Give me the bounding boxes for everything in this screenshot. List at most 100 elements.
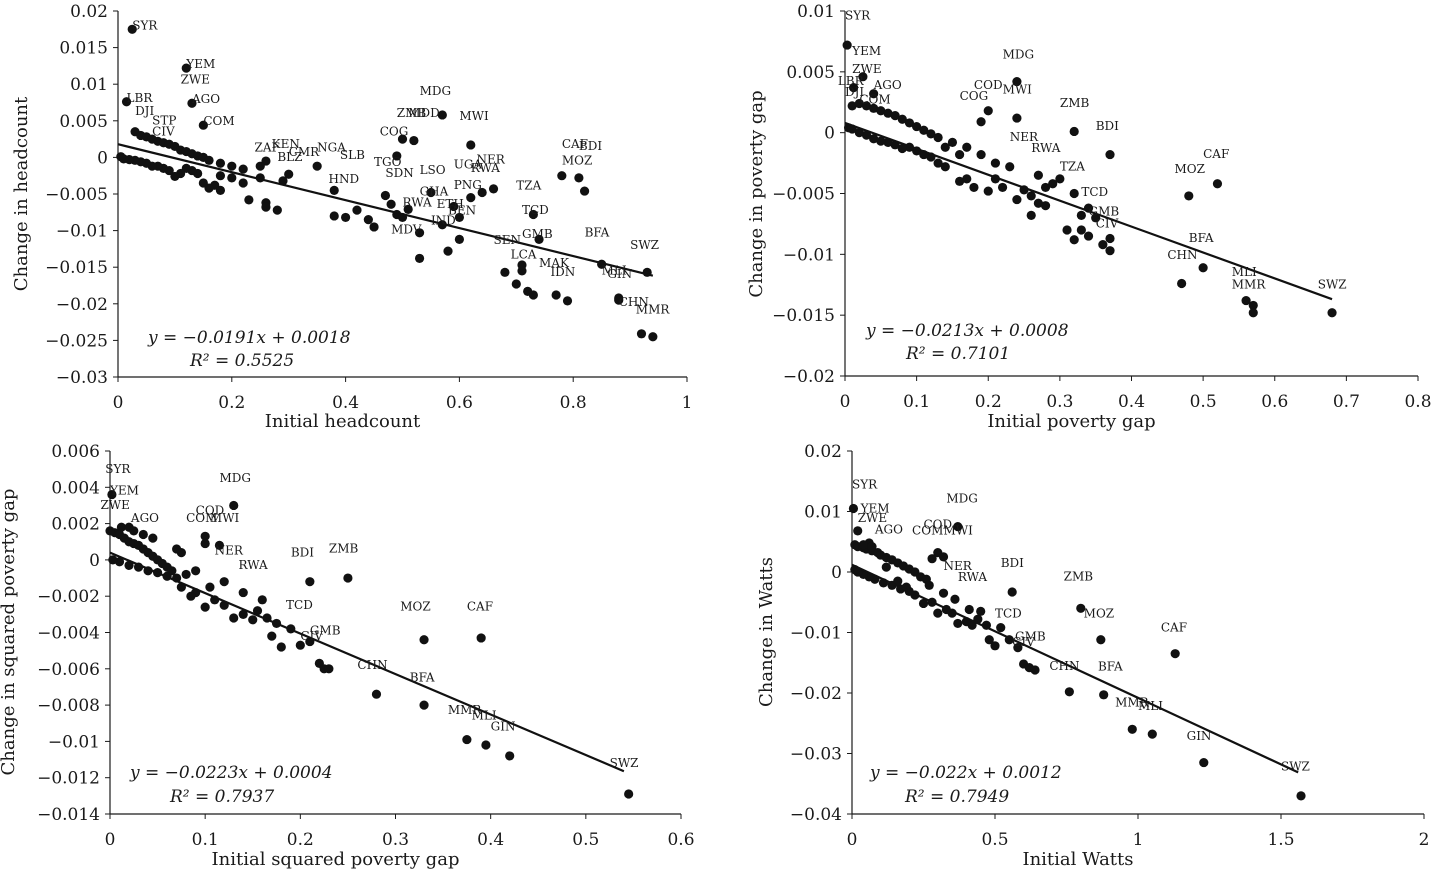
point-label: MMR bbox=[636, 302, 671, 316]
scatter-point bbox=[1248, 300, 1258, 311]
scatter-point bbox=[341, 212, 351, 223]
point-label: NER bbox=[1010, 130, 1039, 144]
scatter-point bbox=[198, 120, 208, 130]
y-tick-label: −0.015 bbox=[45, 258, 108, 278]
scatter-point bbox=[324, 664, 334, 674]
scatter-point bbox=[1069, 126, 1079, 137]
scatter-point bbox=[1105, 149, 1115, 160]
point-label: DJI bbox=[135, 104, 154, 118]
scatter-point bbox=[847, 101, 857, 111]
scatter-point bbox=[842, 40, 852, 50]
scatter-point bbox=[927, 554, 937, 564]
scatter-point bbox=[912, 121, 922, 132]
point-label: LBR bbox=[127, 91, 154, 105]
scatter-point bbox=[244, 195, 254, 205]
scatter-point bbox=[976, 117, 986, 127]
scatter-point bbox=[205, 582, 215, 592]
scatter-point bbox=[964, 604, 974, 615]
point-label: GIN bbox=[607, 267, 632, 281]
scatter-point bbox=[983, 106, 993, 116]
x-axis-title: Initial Watts bbox=[1022, 849, 1133, 870]
scatter-point bbox=[477, 187, 487, 198]
x-tick-label: 2 bbox=[1419, 830, 1430, 850]
y-tick-label: −0.02 bbox=[790, 684, 842, 704]
scatter-point bbox=[305, 577, 315, 587]
scatter-point bbox=[858, 540, 869, 550]
scatter-point bbox=[997, 182, 1008, 193]
point-label: RWA bbox=[1031, 141, 1061, 155]
scatter-point bbox=[919, 125, 929, 135]
point-label: CMR bbox=[289, 145, 320, 159]
scatter-point bbox=[414, 228, 425, 238]
x-tick-label: 1.5 bbox=[1267, 830, 1294, 850]
scatter-point bbox=[329, 211, 339, 221]
scatter-point bbox=[191, 566, 201, 576]
scatter-point bbox=[257, 595, 267, 605]
scatter-point bbox=[214, 540, 225, 550]
point-label: SYR bbox=[852, 478, 878, 492]
scatter-point bbox=[1212, 179, 1223, 189]
scatter-point bbox=[219, 577, 229, 587]
scatter-point bbox=[517, 260, 527, 270]
regression-equation: y = −0.0213x + 0.0008 bbox=[865, 321, 1069, 341]
scatter-point bbox=[940, 162, 950, 172]
x-tick-label: 0.6 bbox=[1261, 392, 1288, 412]
y-tick-label: 0.015 bbox=[59, 39, 108, 59]
scatter-point bbox=[933, 608, 943, 618]
point-label: COG bbox=[380, 124, 409, 138]
point-label: BDI bbox=[579, 139, 602, 153]
point-label: COD bbox=[924, 517, 953, 531]
scatter-point bbox=[861, 130, 872, 140]
scatter-point bbox=[918, 598, 929, 609]
scatter-point bbox=[1327, 308, 1337, 318]
scatter-point bbox=[238, 587, 248, 598]
scatter-point bbox=[869, 134, 879, 144]
scatter-point bbox=[1040, 182, 1051, 193]
point-label: TZA bbox=[1060, 159, 1085, 173]
y-axis-title: Change in Watts bbox=[756, 557, 777, 707]
scatter-point bbox=[881, 562, 891, 572]
scatter-point bbox=[1064, 687, 1074, 697]
point-label: MMR bbox=[448, 703, 483, 717]
scatter-point bbox=[867, 541, 877, 552]
y-tick-label: 0.002 bbox=[51, 515, 100, 535]
scatter-point bbox=[893, 576, 903, 586]
scatter-point bbox=[1099, 690, 1109, 700]
scatter-point bbox=[449, 201, 459, 212]
x-tick-label: 0.4 bbox=[477, 830, 504, 850]
x-tick-label: 1 bbox=[682, 393, 693, 413]
scatter-point bbox=[648, 332, 658, 342]
scatter-point bbox=[229, 500, 239, 511]
point-label: BLZ bbox=[277, 150, 302, 164]
scatter-point bbox=[990, 158, 1001, 168]
scatter-point bbox=[170, 171, 180, 182]
point-label: CHN bbox=[1167, 248, 1197, 262]
y-tick-label: 0.01 bbox=[70, 75, 108, 95]
y-tick-label: −0.014 bbox=[37, 805, 100, 825]
scatter-point bbox=[419, 700, 429, 710]
scatter-point bbox=[105, 526, 115, 536]
x-tick-label: 0.1 bbox=[903, 392, 930, 412]
point-label: MMR bbox=[1115, 695, 1150, 709]
scatter-point bbox=[272, 205, 282, 215]
scatter-point bbox=[557, 171, 567, 181]
scatter-point bbox=[1026, 210, 1036, 220]
scatter-point bbox=[129, 526, 139, 536]
point-label: AGO bbox=[873, 78, 902, 92]
scatter-point bbox=[200, 538, 210, 549]
y-tick-label: 0.005 bbox=[59, 112, 108, 132]
scatter-point bbox=[940, 142, 950, 152]
point-label: CIV bbox=[1096, 217, 1119, 231]
scatter-point bbox=[1007, 587, 1017, 597]
point-label: MDG bbox=[420, 84, 452, 98]
scatter-point bbox=[1105, 233, 1115, 244]
panel-1: 0.02 0.015 0.01 0.005 0 −0.005 −0.01 −0.015 −0.0… bbox=[11, 2, 692, 432]
scatter-point bbox=[848, 503, 859, 514]
point-label: UGA bbox=[454, 157, 483, 171]
point-label: SYR bbox=[105, 462, 131, 476]
x-tick-label: 0.5 bbox=[981, 830, 1008, 850]
regression-equation: y = −0.022x + 0.0012 bbox=[869, 763, 1062, 783]
point-label: CAF bbox=[467, 600, 493, 614]
point-label: NER bbox=[476, 152, 505, 166]
